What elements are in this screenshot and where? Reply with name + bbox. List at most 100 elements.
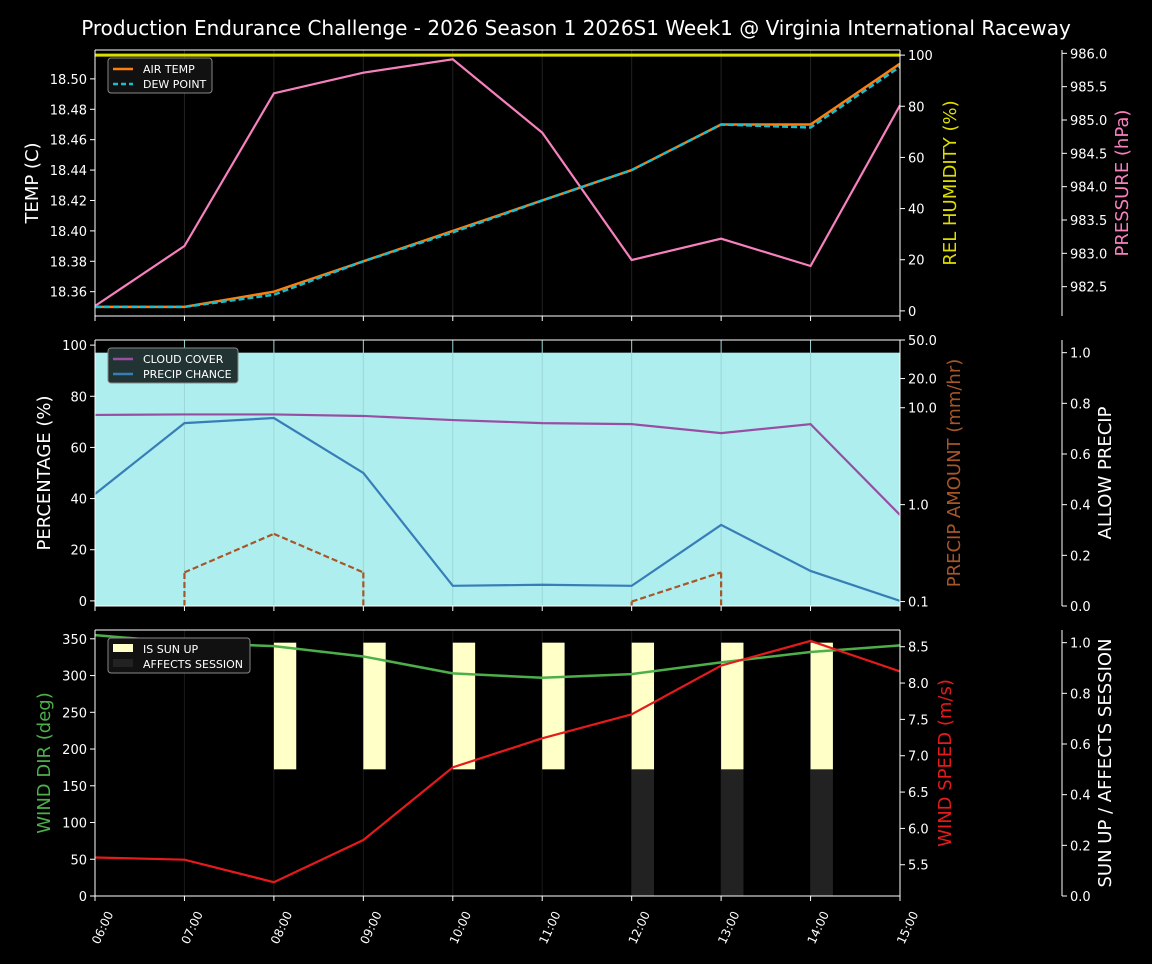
pressure-tick-label: 984.0 [1070, 181, 1107, 196]
x-tick-label: 06:00 [89, 909, 116, 946]
x-tick-label: 12:00 [626, 909, 653, 946]
allow-precip-tick-label: 0.4 [1070, 499, 1091, 514]
sun-up-tick-label: 0.4 [1070, 789, 1091, 804]
sun-up-bar [274, 643, 296, 770]
legend-label: AIR TEMP [143, 63, 195, 76]
x-tick-label: 07:00 [178, 909, 205, 946]
legend-swatch [113, 644, 133, 652]
temp-tick-label: 18.38 [50, 255, 87, 270]
x-tick-label: 11:00 [536, 909, 563, 946]
wind-dir-tick-label: 250 [62, 706, 87, 721]
allow-precip-tick-label: 0.0 [1070, 600, 1091, 615]
affects-session-bar [811, 769, 833, 896]
allow-precip-tick-label: 1.0 [1070, 347, 1091, 362]
wind-dir-tick-label: 150 [62, 780, 87, 795]
humidity-tick-label: 100 [908, 49, 933, 64]
percentage-axis-label: PERCENTAGE (%) [34, 395, 55, 550]
wind-speed-tick-label: 7.0 [908, 750, 929, 765]
temp-tick-label: 18.50 [50, 73, 87, 88]
pressure-tick-label: 982.5 [1070, 281, 1107, 296]
wind-dir-tick-label: 300 [62, 670, 87, 685]
wind-dir-axis-label: WIND DIR (deg) [34, 692, 55, 834]
precip-amount-tick-label: 1.0 [908, 499, 929, 514]
wind-dir-tick-label: 0 [79, 890, 87, 905]
pressure-tick-label: 986.0 [1070, 47, 1107, 62]
sun-up-tick-label: 0.0 [1070, 890, 1091, 905]
wind-speed-tick-label: 6.5 [908, 786, 929, 801]
wind-speed-tick-label: 6.0 [908, 822, 929, 837]
wind-speed-tick-label: 8.0 [908, 677, 929, 692]
allow-precip-tick-label: 0.2 [1070, 549, 1091, 564]
precip-amount-axis-label: PRECIP AMOUNT (mm/hr) [944, 359, 965, 588]
x-tick-label: 09:00 [357, 909, 384, 946]
allow-precip-tick-label: 0.8 [1070, 397, 1091, 412]
affects-session-bar [632, 769, 654, 896]
precip-amount-tick-label: 50.0 [908, 334, 937, 349]
allow-precip-tick-label: 0.6 [1070, 448, 1091, 463]
sun-up-tick-label: 0.2 [1070, 839, 1091, 854]
wind-dir-tick-label: 350 [62, 633, 87, 648]
pressure-tick-label: 983.5 [1070, 214, 1107, 229]
wind-dir-tick-label: 200 [62, 743, 87, 758]
pressure-tick-label: 985.0 [1070, 114, 1107, 129]
temp-tick-label: 18.42 [50, 194, 87, 209]
x-tick-label: 10:00 [447, 909, 474, 946]
pressure-tick-label: 983.0 [1070, 247, 1107, 262]
percentage-tick-label: 20 [70, 544, 87, 559]
affects-session-bar [721, 769, 743, 896]
wind-speed-tick-label: 8.5 [908, 641, 929, 656]
precip-amount-tick-label: 0.1 [908, 596, 929, 611]
wind-speed-line [95, 641, 900, 882]
humidity-tick-label: 60 [908, 151, 925, 166]
legend-label: CLOUD COVER [143, 353, 224, 366]
percentage-tick-label: 60 [70, 441, 87, 456]
percentage-tick-label: 100 [62, 339, 87, 354]
pressure-tick-label: 984.5 [1070, 147, 1107, 162]
x-tick-label: 08:00 [268, 909, 295, 946]
sun-up-bar [632, 643, 654, 770]
wind-dir-tick-label: 50 [70, 853, 87, 868]
humidity-tick-label: 20 [908, 254, 925, 269]
sun-up-axis-label: SUN UP / AFFECTS SESSION [1095, 638, 1116, 887]
percentage-tick-label: 40 [70, 493, 87, 508]
humidity-axis-label: REL HUMIDITY (%) [940, 100, 961, 265]
legend-label: AFFECTS SESSION [143, 658, 243, 671]
sun-up-tick-label: 0.6 [1070, 738, 1091, 753]
sun-up-bar [811, 643, 833, 770]
air-temp-line [95, 64, 900, 307]
temp-axis-label: TEMP (C) [22, 142, 43, 224]
legend-label: PRECIP CHANCE [143, 368, 232, 381]
precip-amount-tick-label: 10.0 [908, 402, 937, 417]
legend-label: IS SUN UP [143, 643, 199, 656]
humidity-tick-label: 80 [908, 100, 925, 115]
wind-speed-tick-label: 7.5 [908, 713, 929, 728]
wind-speed-tick-label: 5.5 [908, 859, 929, 874]
pressure-line [95, 59, 900, 306]
x-tick-label: 13:00 [715, 909, 742, 946]
temp-tick-label: 18.48 [50, 103, 87, 118]
wind-speed-axis-label: WIND SPEED (m/s) [935, 679, 956, 847]
chart-title: Production Endurance Challenge - 2026 Se… [81, 16, 1071, 40]
allow-precip-axis-label: ALLOW PRECIP [1095, 406, 1116, 539]
wind-dir-tick-label: 100 [62, 817, 87, 832]
x-tick-label: 15:00 [894, 909, 921, 946]
temp-tick-label: 18.46 [50, 134, 87, 149]
percentage-tick-label: 80 [70, 390, 87, 405]
sun-up-bar [542, 643, 564, 770]
temp-tick-label: 18.36 [50, 286, 87, 301]
sun-up-bar [363, 643, 385, 770]
precip-amount-tick-label: 20.0 [908, 373, 937, 388]
sun-up-bar [453, 643, 475, 770]
humidity-tick-label: 0 [908, 305, 916, 320]
x-tick-label: 14:00 [805, 909, 832, 946]
sun-up-tick-label: 1.0 [1070, 637, 1091, 652]
legend-label: DEW POINT [143, 78, 207, 91]
legend-swatch [113, 659, 133, 667]
pressure-tick-label: 985.5 [1070, 81, 1107, 96]
temp-tick-label: 18.44 [50, 164, 87, 179]
temp-tick-label: 18.40 [50, 225, 87, 240]
pressure-axis-label: PRESSURE (hPa) [1112, 110, 1133, 257]
humidity-tick-label: 40 [908, 203, 925, 218]
percentage-tick-label: 0 [79, 595, 87, 610]
